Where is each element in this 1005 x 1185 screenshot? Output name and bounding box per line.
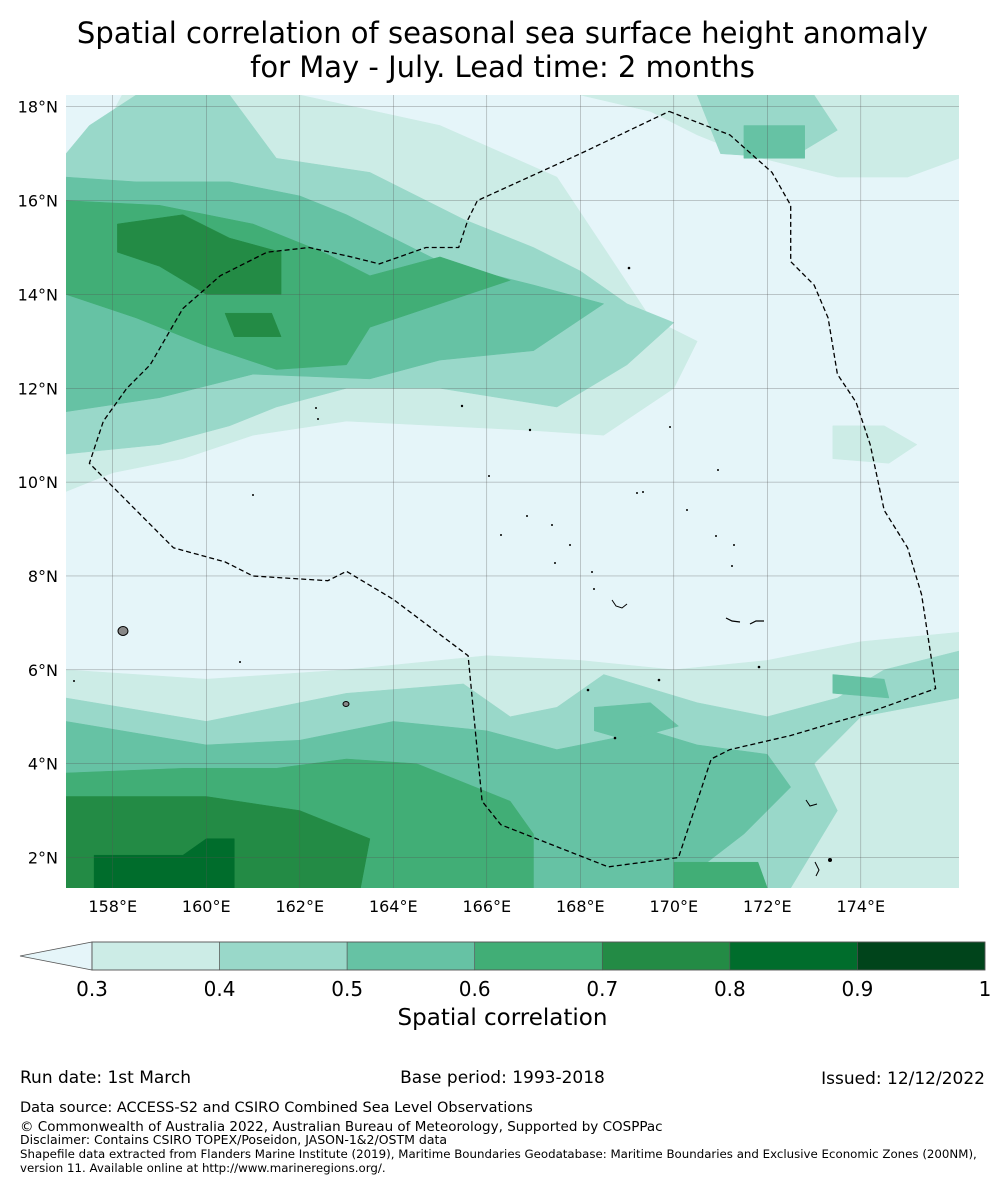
island-dot bbox=[315, 407, 317, 409]
colorbar-bin bbox=[346, 941, 476, 971]
shapefile-credit-line-1: Shapefile data extracted from Flanders M… bbox=[20, 1147, 977, 1161]
longitude-label: 162°E bbox=[275, 897, 324, 916]
latitude-label: 12°N bbox=[18, 379, 58, 398]
colorbar-tick-label: 0.6 bbox=[459, 977, 491, 1000]
colorbar-tick-label: 1 bbox=[979, 977, 992, 1000]
islands bbox=[73, 266, 832, 877]
longitude-labels: 158°E 160°E 162°E 164°E 166°E 168°E 170°E 172°E… bbox=[88, 897, 885, 916]
island-dot bbox=[528, 428, 532, 432]
island-atoll bbox=[611, 599, 628, 609]
island-dot bbox=[627, 266, 631, 270]
shapefile-credit-line-2: version 11. Available online at http://w… bbox=[20, 1161, 386, 1175]
correlation-region bbox=[673, 861, 768, 888]
colorbar-bins bbox=[91, 941, 986, 971]
latitude-labels: 18°N 16°N 14°N 12°N 10°N 8°N 6°N 4°N 2°N bbox=[18, 98, 58, 868]
island-dot bbox=[460, 404, 464, 408]
colorbar-tick-label: 0.4 bbox=[204, 977, 236, 1000]
colorbar-bin bbox=[857, 941, 986, 971]
colorbar-bin bbox=[474, 941, 603, 971]
island-dot bbox=[586, 688, 590, 692]
copyright: © Commonwealth of Australia 2022, Austra… bbox=[20, 1119, 663, 1135]
island-atoll bbox=[725, 617, 764, 625]
island-atoll bbox=[805, 799, 820, 877]
island-dot bbox=[828, 858, 832, 862]
island-dot bbox=[715, 535, 717, 537]
issued-date: Issued: 12/12/2022 bbox=[821, 1069, 985, 1089]
island-dot bbox=[593, 588, 595, 590]
correlation-region bbox=[594, 702, 680, 741]
island-pohnpei bbox=[117, 626, 129, 636]
island-dot bbox=[636, 492, 638, 494]
island-dot bbox=[239, 661, 241, 663]
island-dot bbox=[613, 736, 617, 740]
island-dot bbox=[657, 678, 661, 682]
island-dot bbox=[717, 469, 719, 471]
longitude-label: 166°E bbox=[462, 897, 511, 916]
island-dot bbox=[669, 426, 671, 428]
latitude-label: 8°N bbox=[28, 567, 58, 586]
map-title-line-2: for May - July. Lead time: 2 months bbox=[250, 50, 755, 84]
colorbar-frame bbox=[91, 941, 986, 971]
island-dot bbox=[500, 534, 502, 536]
island-dot bbox=[569, 544, 571, 546]
island-dot bbox=[731, 565, 733, 567]
correlation-region bbox=[224, 312, 282, 337]
island-dot bbox=[317, 418, 319, 420]
run-date: Run date: 1st March bbox=[20, 1068, 192, 1088]
correlation-region bbox=[832, 425, 918, 464]
colorbar-tick-labels: 0.3 0.4 0.5 0.6 0.7 0.8 0.9 1 bbox=[76, 977, 991, 1000]
latitude-label: 2°N bbox=[28, 849, 58, 868]
island-dot bbox=[73, 680, 75, 682]
graticule bbox=[66, 95, 959, 888]
longitude-label: 168°E bbox=[556, 897, 605, 916]
longitude-label: 160°E bbox=[182, 897, 231, 916]
correlation-regions bbox=[66, 95, 959, 888]
colorbar-title: Spatial correlation bbox=[397, 1005, 608, 1031]
colorbar-bin bbox=[729, 941, 858, 971]
latitude-label: 16°N bbox=[18, 192, 58, 211]
correlation-region bbox=[93, 838, 235, 888]
data-source: Data source: ACCESS-S2 and CSIRO Combine… bbox=[20, 1100, 533, 1116]
island-dot bbox=[591, 571, 593, 573]
latitude-label: 10°N bbox=[18, 473, 58, 492]
longitude-label: 174°E bbox=[836, 897, 885, 916]
colorbar-under-arrow bbox=[19, 941, 93, 971]
latitude-label: 18°N bbox=[18, 98, 58, 117]
map-title-line-1: Spatial correlation of seasonal sea surf… bbox=[76, 16, 929, 50]
longitude-label: 164°E bbox=[369, 897, 418, 916]
island-dot bbox=[526, 515, 528, 517]
latitude-label: 6°N bbox=[28, 661, 58, 680]
disclaimer: Disclaimer: Contains CSIRO TOPEX/Poseido… bbox=[20, 1132, 448, 1147]
correlation-map: 18°N 16°N 14°N 12°N 10°N 8°N 6°N 4°N 2°N 158°E 16… bbox=[18, 95, 991, 1000]
island-dot bbox=[733, 544, 735, 546]
colorbar-bin bbox=[219, 941, 348, 971]
eez-boundary bbox=[88, 110, 937, 868]
island-kosrae bbox=[342, 701, 350, 707]
island-dot bbox=[554, 562, 556, 564]
base-period: Base period: 1993-2018 bbox=[400, 1068, 605, 1088]
island-dot bbox=[642, 491, 644, 493]
longitude-label: 170°E bbox=[649, 897, 698, 916]
island-dot bbox=[686, 509, 688, 511]
colorbar-bin bbox=[91, 941, 220, 971]
colorbar: 0.3 0.4 0.5 0.6 0.7 0.8 0.9 1 bbox=[19, 941, 991, 1000]
island-dot bbox=[757, 665, 761, 669]
island-dot bbox=[551, 524, 553, 526]
island-dot bbox=[488, 475, 490, 477]
colorbar-tick-label: 0.7 bbox=[586, 977, 618, 1000]
correlation-region bbox=[743, 125, 805, 159]
latitude-label: 4°N bbox=[28, 755, 58, 774]
island-dot bbox=[252, 494, 254, 496]
longitude-label: 158°E bbox=[88, 897, 137, 916]
colorbar-bin bbox=[601, 941, 731, 971]
colorbar-tick-label: 0.3 bbox=[76, 977, 108, 1000]
colorbar-tick-label: 0.8 bbox=[714, 977, 746, 1000]
colorbar-tick-label: 0.5 bbox=[331, 977, 363, 1000]
colorbar-tick-label: 0.9 bbox=[842, 977, 874, 1000]
longitude-label: 172°E bbox=[743, 897, 792, 916]
latitude-label: 14°N bbox=[18, 285, 58, 304]
